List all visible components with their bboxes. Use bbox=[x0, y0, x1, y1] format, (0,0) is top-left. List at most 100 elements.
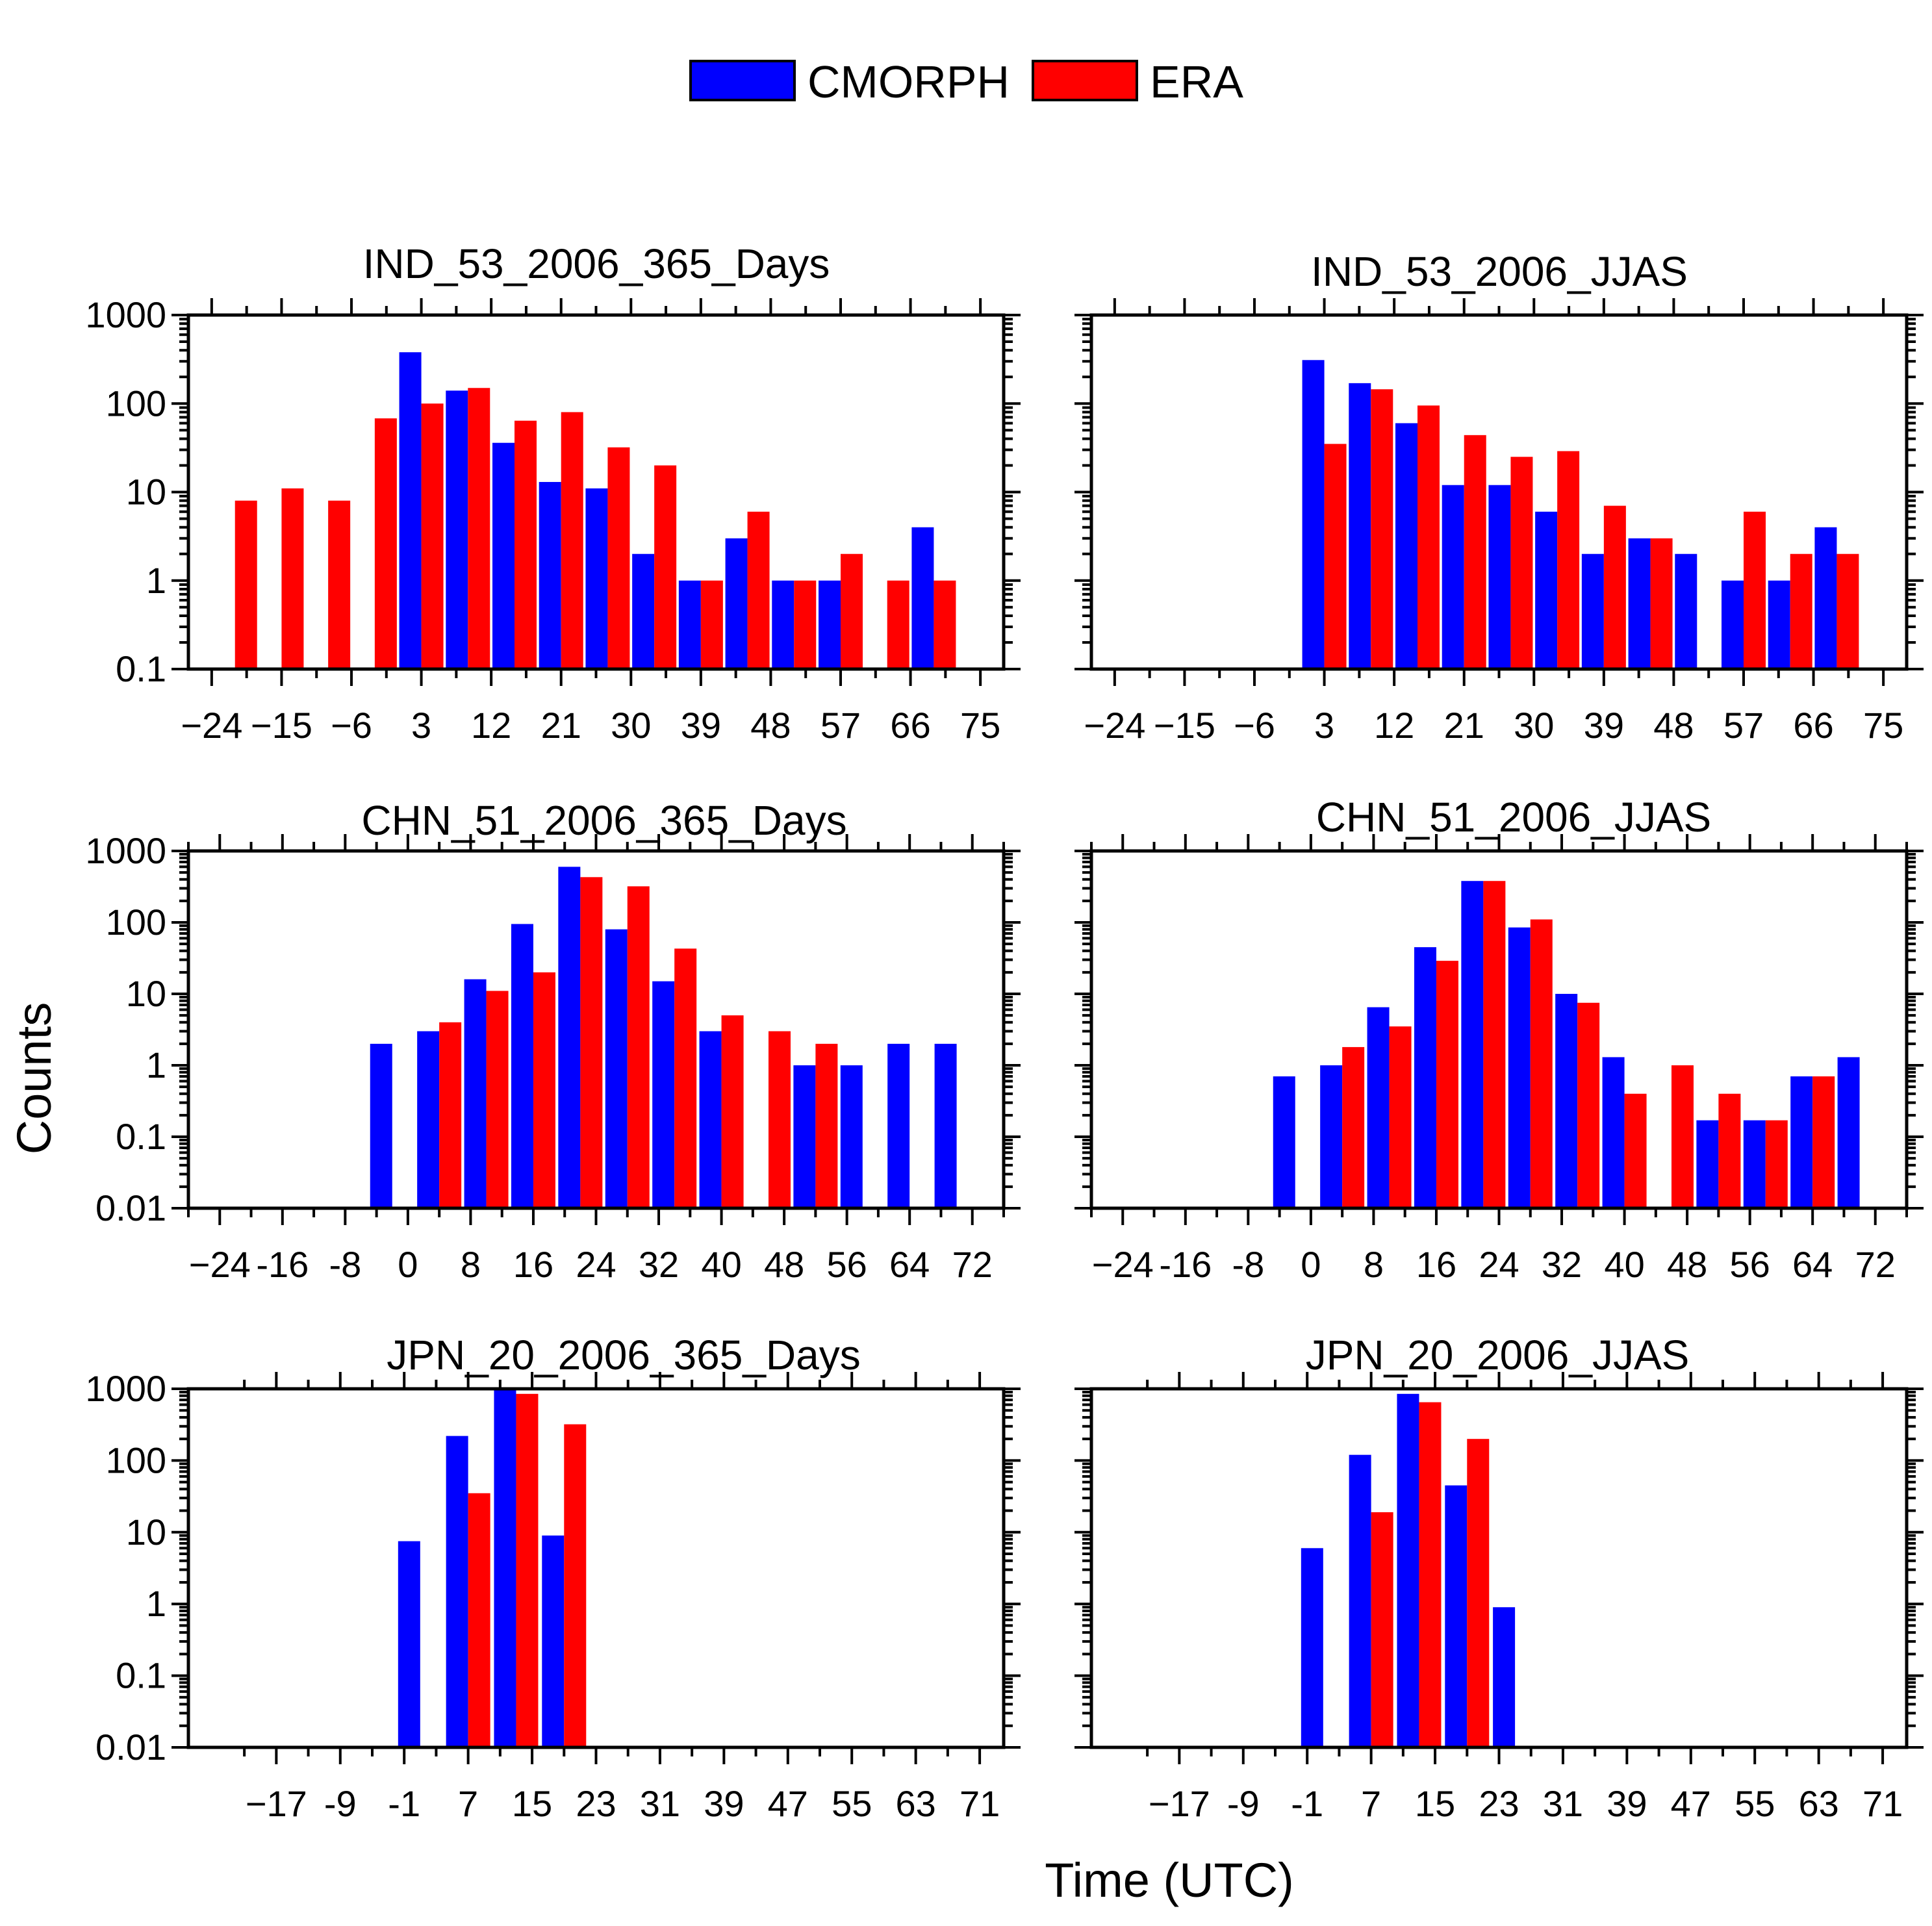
x-tick-label: 7 bbox=[458, 1783, 478, 1824]
bar-era bbox=[1324, 444, 1347, 669]
bar-era bbox=[841, 553, 863, 669]
x-tick-label: 30 bbox=[1514, 705, 1554, 746]
bar-cmorph bbox=[1273, 1076, 1295, 1208]
x-tick-label: −17 bbox=[1149, 1783, 1210, 1824]
bar-era bbox=[468, 1493, 490, 1747]
x-tick-label: 48 bbox=[1653, 705, 1694, 746]
y-tick-label: 10 bbox=[126, 1512, 166, 1552]
y-tick-label: 0.1 bbox=[116, 648, 166, 689]
bar-cmorph bbox=[793, 1065, 816, 1208]
bar-era bbox=[700, 580, 723, 669]
x-tick-label: 8 bbox=[1364, 1244, 1384, 1285]
x-tick-label: 47 bbox=[1671, 1783, 1711, 1824]
y-tick-label: 1000 bbox=[85, 1368, 166, 1409]
bar-era bbox=[516, 1393, 539, 1747]
x-tick-label: −6 bbox=[331, 705, 372, 746]
x-tick-label: 0 bbox=[1301, 1244, 1321, 1285]
bar-cmorph bbox=[1395, 423, 1417, 669]
bar-era bbox=[1371, 389, 1393, 669]
x-tick-label: 64 bbox=[889, 1244, 930, 1285]
bar-era bbox=[1510, 457, 1533, 669]
legend: CMORPH ERA bbox=[689, 57, 1243, 107]
bar-era bbox=[1483, 881, 1506, 1208]
bar-cmorph bbox=[1301, 1548, 1323, 1747]
x-tick-label: 56 bbox=[1730, 1244, 1770, 1285]
x-tick-label: 8 bbox=[461, 1244, 481, 1285]
y-tick-label: 1 bbox=[146, 1583, 166, 1624]
bar-era bbox=[1467, 1439, 1490, 1747]
bar-cmorph bbox=[1743, 1120, 1766, 1208]
legend-swatch-cmorph bbox=[689, 60, 796, 101]
bar-era bbox=[887, 580, 909, 669]
bar-era bbox=[721, 1015, 744, 1208]
bar-era bbox=[1837, 553, 1859, 669]
x-tick-label: 75 bbox=[960, 705, 1000, 746]
bar-era bbox=[1812, 1076, 1835, 1208]
bar-cmorph bbox=[1696, 1120, 1719, 1208]
chart-title: CHN_51_2006_JJAS bbox=[1316, 794, 1711, 841]
x-tick-label: 55 bbox=[832, 1783, 872, 1824]
chart-title: IND_53_2006_365_Days bbox=[363, 240, 830, 287]
x-axis-label: Time (UTC) bbox=[1045, 1853, 1294, 1907]
x-tick-label: −17 bbox=[246, 1783, 307, 1824]
bar-cmorph bbox=[511, 924, 533, 1208]
bar-era bbox=[421, 403, 444, 669]
bar-cmorph bbox=[1628, 538, 1651, 669]
x-tick-label: 71 bbox=[1862, 1783, 1903, 1824]
x-tick-label: 47 bbox=[768, 1783, 808, 1824]
x-tick-label: 56 bbox=[827, 1244, 867, 1285]
bar-cmorph bbox=[1493, 1607, 1516, 1747]
x-tick-label: -1 bbox=[388, 1783, 420, 1824]
bar-era bbox=[1342, 1046, 1365, 1208]
bar-cmorph bbox=[542, 1535, 565, 1747]
bar-cmorph bbox=[1302, 360, 1325, 669]
legend-label-cmorph: CMORPH bbox=[807, 57, 1010, 107]
chart-panel-3: CHN_51_2006_365_Days 0.01 0.1 1 10 100 1000 −24… bbox=[85, 797, 1021, 1285]
bar-era bbox=[561, 412, 583, 669]
x-tick-label: 0 bbox=[398, 1244, 418, 1285]
bar-era bbox=[564, 1424, 587, 1747]
bar-cmorph bbox=[494, 1389, 516, 1747]
y-tick-label: 1 bbox=[146, 560, 166, 601]
chart-panel-2: IND_53_2006_JJAS −24 −15 −6 3 12 21 30 39 48 57 66 7… bbox=[1074, 248, 1924, 746]
x-tick-label: 16 bbox=[1416, 1244, 1456, 1285]
x-tick-label: -8 bbox=[1232, 1244, 1264, 1285]
bar-cmorph bbox=[605, 929, 628, 1208]
y-tick-label: 0.1 bbox=[116, 1116, 166, 1157]
bar-cmorph bbox=[399, 352, 422, 669]
legend-swatch-era bbox=[1032, 60, 1138, 101]
bar-cmorph bbox=[492, 442, 515, 669]
bar-cmorph bbox=[632, 553, 655, 669]
bar-cmorph bbox=[1320, 1065, 1343, 1208]
bar-era bbox=[515, 420, 537, 669]
x-tick-label: 48 bbox=[764, 1244, 804, 1285]
x-tick-label: 24 bbox=[1479, 1244, 1519, 1285]
x-tick-label: 55 bbox=[1735, 1783, 1775, 1824]
x-tick-label: 39 bbox=[681, 705, 721, 746]
x-tick-label: 63 bbox=[1799, 1783, 1839, 1824]
legend-label-era: ERA bbox=[1150, 57, 1243, 107]
y-tick-label: 1000 bbox=[85, 830, 166, 871]
x-tick-label: 57 bbox=[820, 705, 861, 746]
bar-era bbox=[654, 465, 677, 669]
bar-era bbox=[815, 1043, 838, 1208]
x-tick-label: 24 bbox=[576, 1244, 616, 1285]
chart-title: IND_53_2006_JJAS bbox=[1311, 248, 1688, 295]
bar-era bbox=[768, 1031, 791, 1208]
x-tick-label: 3 bbox=[411, 705, 431, 746]
y-tick-label: 1 bbox=[146, 1045, 166, 1085]
bar-era bbox=[374, 418, 397, 669]
bar-cmorph bbox=[417, 1031, 440, 1208]
x-tick-label: 75 bbox=[1863, 705, 1903, 746]
bar-cmorph bbox=[678, 580, 701, 669]
bar-cmorph bbox=[464, 979, 487, 1208]
bar-era bbox=[1624, 1093, 1647, 1208]
bar-cmorph bbox=[911, 527, 934, 669]
bar-era bbox=[580, 877, 603, 1208]
bar-era bbox=[1650, 538, 1673, 669]
bar-cmorph bbox=[1442, 485, 1464, 669]
bar-cmorph bbox=[1837, 1057, 1860, 1208]
plot-frame bbox=[186, 1387, 1006, 1749]
x-tick-label: 40 bbox=[1604, 1244, 1644, 1285]
x-tick-label: 31 bbox=[1543, 1783, 1583, 1824]
